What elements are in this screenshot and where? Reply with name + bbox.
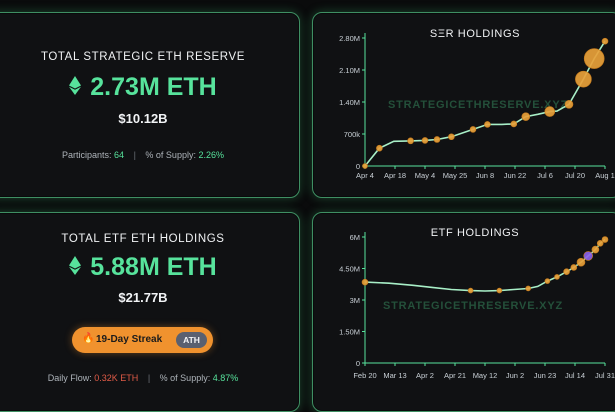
data-point [601, 37, 609, 45]
x-tick-label: Aug 1 [595, 171, 615, 180]
y-tick-label: 1.40M [339, 98, 360, 107]
data-point [564, 99, 574, 109]
x-tick-label: May 25 [443, 171, 468, 180]
data-point [521, 112, 531, 121]
x-tick-label: Apr 21 [444, 371, 466, 380]
strategic-reserve-card: TOTAL STRATEGIC ETH RESERVE 2.73M ETH $1… [0, 12, 300, 198]
data-point [421, 137, 429, 144]
series-line [364, 238, 606, 292]
streak-badge[interactable]: 🔥 19-Day Streak ATH [72, 327, 213, 353]
data-point [448, 133, 455, 141]
etf-supply-label: % of Supply: [159, 373, 211, 383]
ser-holdings-chart: SΞR HOLDINGS STRATEGICETHRESERVE.XYZ 0 700k… [339, 28, 615, 180]
watermark-text: STRATEGICETHRESERVE.XYZ [383, 300, 563, 312]
ser-holdings-chart-card: SΞR HOLDINGS STRATEGICETHRESERVE.XYZ 0 700k… [312, 12, 615, 198]
data-point [583, 48, 605, 69]
x-tick-label: Apr 4 [356, 171, 374, 180]
data-point [433, 136, 441, 143]
x-tick-label: Jun 8 [476, 171, 494, 180]
y-tick-label: 0 [356, 359, 360, 368]
reserve-usd-value: $10.12B [118, 111, 168, 126]
x-tick-label: Apr 2 [416, 371, 434, 380]
data-point [496, 287, 503, 294]
etf-amount: 5.88M ETH [0, 253, 299, 282]
y-tick-label: 2.80M [339, 34, 360, 43]
data-point [596, 239, 604, 247]
data-point [467, 287, 474, 294]
y-tick-label: 1.50M [339, 328, 360, 337]
participants-value: 64 [114, 150, 125, 160]
data-point [576, 257, 586, 267]
data-point [575, 70, 592, 88]
data-point [544, 278, 551, 284]
y-tick-label: 3M [350, 296, 360, 305]
x-tick-label: Jun 22 [504, 171, 527, 180]
daily-flow-value: 0.32K ETH [94, 373, 139, 383]
watermark-text: STRATEGICETHRESERVE.XYZ [388, 99, 568, 111]
data-point [510, 120, 518, 128]
x-tick-label: Jul 31 [595, 371, 615, 380]
streak-label: 19-Day Streak [96, 334, 163, 345]
data-point [544, 106, 556, 117]
etf-meta: Daily Flow: 0.32K ETH | % of Supply: 4.8… [47, 373, 239, 383]
reserve-amount-value: 2.73M ETH [90, 73, 217, 101]
ath-badge: ATH [176, 332, 207, 348]
y-tick-label: 4.50M [339, 265, 360, 274]
x-tick-label: Mar 13 [383, 371, 406, 380]
etf-holdings-chart-card: ETF HOLDINGS STRATEGICETHRESERVE.XYZ 0 1.50… [312, 212, 615, 412]
chart-title: ETF HOLDINGS [431, 227, 520, 239]
y-tick-label: 0 [356, 162, 360, 171]
data-point [554, 274, 560, 280]
data-point [591, 245, 600, 254]
x-tick-label: Apr 18 [384, 171, 406, 180]
etf-usd-value: $21.77B [118, 290, 168, 305]
data-point [563, 268, 570, 275]
fire-icon: 🔥 [82, 333, 95, 344]
data-point [361, 278, 369, 286]
x-tick-label: Jul 6 [537, 171, 553, 180]
ethereum-diamond-icon [69, 255, 82, 275]
x-tick-label: Jun 23 [534, 371, 557, 380]
reserve-title: TOTAL STRATEGIC ETH RESERVE [40, 51, 246, 63]
data-point [601, 236, 609, 243]
y-tick-label: 2.10M [339, 66, 360, 75]
data-point [583, 251, 594, 261]
reserve-amount: 2.73M ETH [0, 73, 299, 102]
x-tick-label: Feb 20 [353, 371, 376, 380]
data-point [570, 264, 578, 271]
etf-amount-value: 5.88M ETH [90, 253, 217, 281]
etf-holdings-chart: ETF HOLDINGS STRATEGICETHRESERVE.XYZ 0 1.50… [339, 227, 615, 380]
reserve-supply-value: 2.26% [198, 150, 224, 160]
data-point [525, 285, 531, 292]
etf-title: TOTAL ETF ETH HOLDINGS [61, 233, 225, 245]
daily-flow-label: Daily Flow: [47, 373, 92, 383]
x-tick-label: Jun 2 [506, 371, 524, 380]
reserve-meta: Participants: 64 | % of Supply: 2.26% [61, 150, 224, 160]
data-point [376, 144, 383, 152]
data-point [407, 137, 414, 145]
ethereum-diamond-icon [69, 75, 82, 95]
etf-holdings-card: TOTAL ETF ETH HOLDINGS 5.88M ETH $21.77B… [0, 212, 300, 412]
x-tick-label: May 12 [473, 371, 498, 380]
etf-supply-value: 4.87% [212, 373, 239, 383]
data-point [469, 126, 477, 133]
reserve-supply-label: % of Supply: [145, 150, 196, 160]
chart-title: SΞR HOLDINGS [430, 28, 520, 40]
data-point [484, 121, 491, 128]
y-tick-label: 6M [350, 233, 360, 242]
participants-label: Participants: [61, 150, 112, 160]
x-tick-label: Jul 14 [565, 371, 585, 380]
data-point [362, 163, 368, 169]
y-tick-label: 700k [344, 130, 361, 139]
x-tick-label: Jul 20 [565, 171, 585, 180]
x-tick-label: May 4 [415, 171, 435, 180]
